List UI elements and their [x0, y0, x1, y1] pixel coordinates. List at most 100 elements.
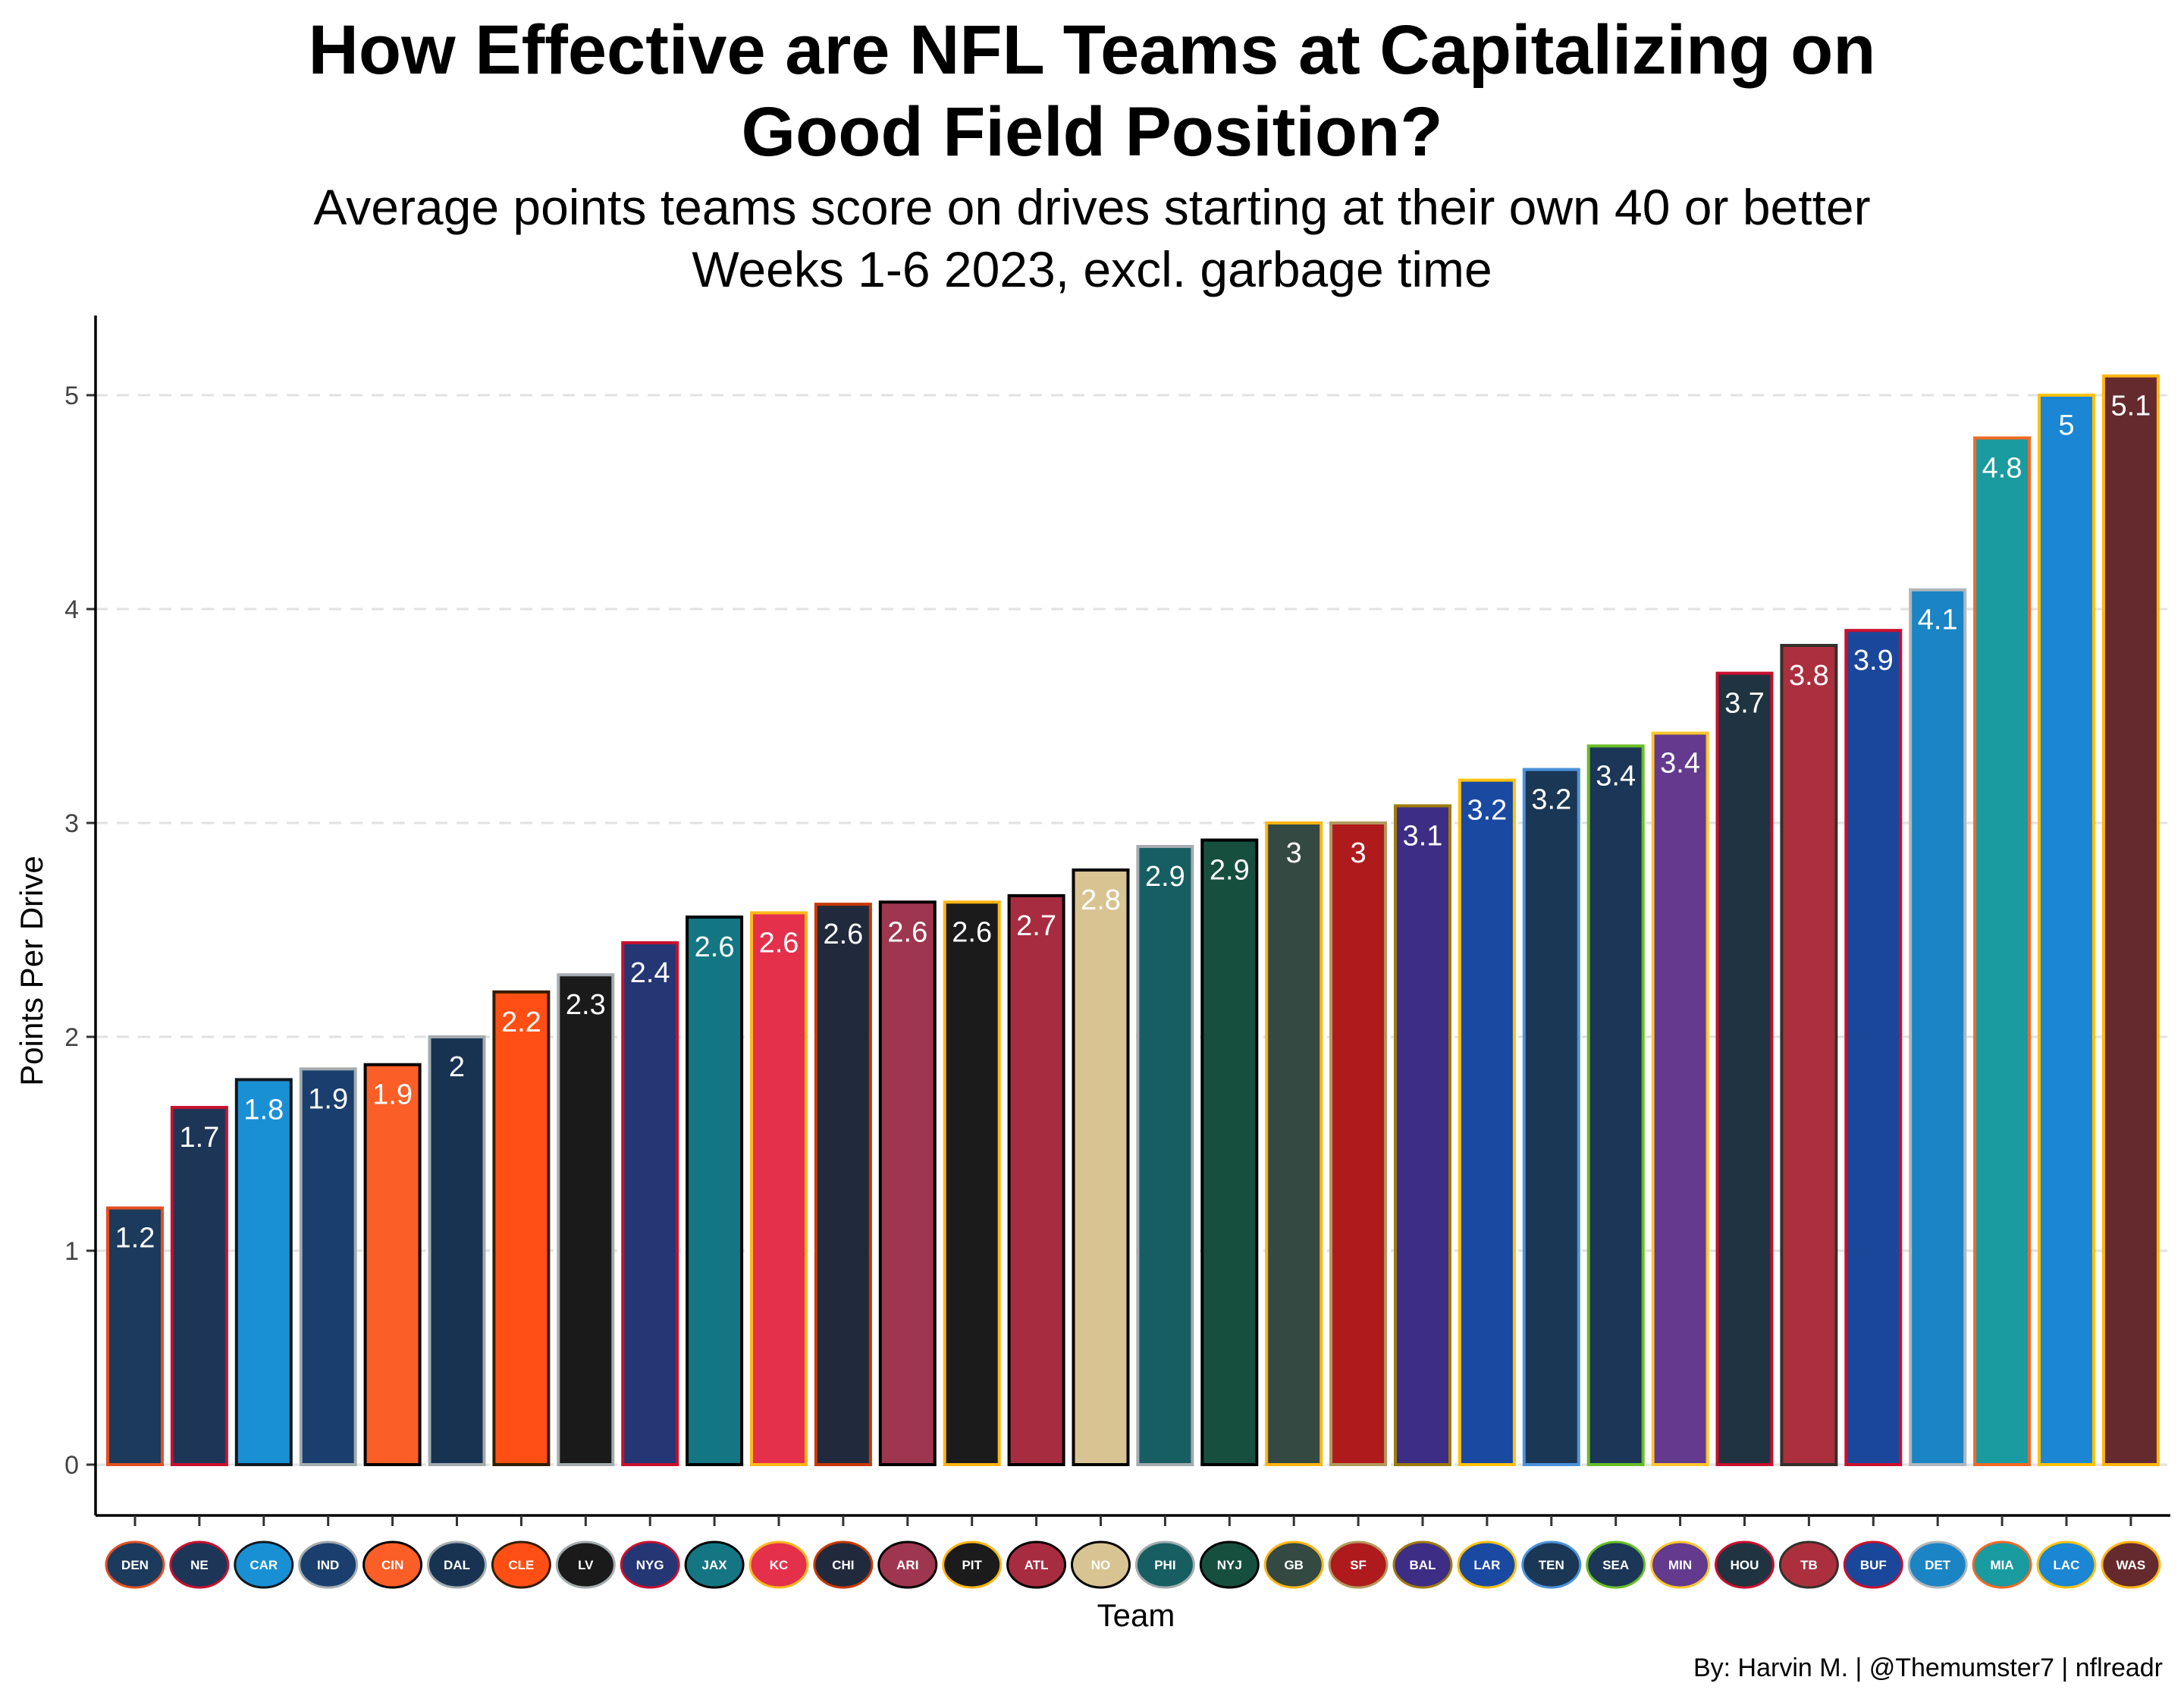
- y-axis: 0 1 2 3 4 5: [64, 316, 97, 1515]
- team-tick-label: CIN: [381, 1558, 403, 1572]
- team-logo-icon: [1778, 1540, 1839, 1589]
- bar-pit: [943, 900, 1001, 1466]
- bar-value-label: 2.4: [630, 957, 670, 989]
- y-tick-label: 5: [64, 382, 79, 410]
- bar-jax: [686, 915, 744, 1466]
- team-tick-label: HOU: [1731, 1558, 1759, 1572]
- title-line-2: Good Field Position?: [741, 93, 1443, 171]
- bars: [106, 374, 2160, 1467]
- bar-value-label: 1.9: [372, 1079, 413, 1111]
- bar-sea: [1586, 744, 1645, 1466]
- y-tick-label: 1: [64, 1237, 79, 1266]
- team-logo-icon: [1843, 1540, 1903, 1589]
- y-tick-label: 4: [64, 595, 79, 624]
- bar-value-label: 3.8: [1789, 660, 1829, 692]
- team-tick-label: DET: [1925, 1558, 1951, 1572]
- team-tick-label: JAX: [702, 1558, 728, 1572]
- team-tick-label: PHI: [1154, 1558, 1175, 1572]
- team-tick-label: KC: [770, 1558, 789, 1572]
- team-logo-icon: [684, 1540, 745, 1589]
- team-tick-label: CLE: [508, 1558, 534, 1572]
- team-tick-label: WAS: [2117, 1558, 2146, 1572]
- bar-value-label: 3.7: [1724, 688, 1765, 720]
- bar-value-label: 1.8: [243, 1094, 284, 1126]
- bar-det: [1909, 588, 1967, 1466]
- bar-car: [234, 1078, 293, 1467]
- team-tick-label: LAC: [2054, 1558, 2080, 1572]
- subtitle-line-1: Average points teams score on drives sta…: [313, 179, 1871, 235]
- bar-lac: [2038, 394, 2095, 1466]
- team-tick-label: PIT: [962, 1558, 982, 1572]
- bar-value-label: 2.7: [1016, 910, 1056, 942]
- team-logo-icon: [1650, 1540, 1711, 1589]
- team-tick-label: ARI: [896, 1558, 918, 1572]
- team-logo-icon: [555, 1540, 616, 1589]
- team-logo-icon: [1328, 1540, 1389, 1589]
- team-logo-icon: [942, 1540, 1003, 1589]
- bar-labels: 1.2 1.7 1.8 1.9 1.9 2 2.2 2.3 2.4 2.6 2.6 2.6 2.6 2.6…: [115, 391, 2151, 1255]
- team-tick-label: NYJ: [1217, 1558, 1242, 1572]
- bar-value-label: 5: [2058, 410, 2074, 441]
- team-tick-labels: DEN NE CAR IND CIN DAL CLE LV NYG JAX KC CHI ARI PIT A…: [105, 1540, 2161, 1589]
- bar-value-label: 3.2: [1467, 795, 1507, 827]
- team-logo-icon: [1972, 1540, 2032, 1589]
- bar-value-label: 2.8: [1081, 884, 1121, 916]
- team-tick-label: TB: [1800, 1558, 1818, 1572]
- team-tick-label: NE: [190, 1558, 209, 1572]
- team-logo-icon: [1457, 1540, 1517, 1589]
- team-tick-label: CAR: [249, 1558, 278, 1572]
- bar-buf: [1844, 629, 1903, 1467]
- bar-kc: [750, 911, 808, 1466]
- team-logo-icon: [234, 1540, 294, 1589]
- bar-value-label: 2: [449, 1051, 465, 1083]
- team-tick-label: LV: [578, 1558, 594, 1572]
- bar-hou: [1715, 671, 1774, 1466]
- bar-value-label: 2.9: [1145, 861, 1185, 893]
- bar-sf: [1329, 821, 1388, 1466]
- team-tick-label: TEN: [1539, 1558, 1564, 1572]
- bar-value-label: 2.6: [823, 919, 863, 950]
- bar-value-label: 3.2: [1531, 784, 1571, 816]
- bar-ind: [299, 1067, 357, 1467]
- team-logo-icon: [1006, 1540, 1067, 1589]
- team-tick-label: DEN: [121, 1558, 149, 1572]
- bar-value-label: 1.7: [179, 1122, 219, 1154]
- team-logo-icon: [298, 1540, 359, 1589]
- team-tick-label: GB: [1284, 1558, 1304, 1572]
- bar-value-label: 2.6: [887, 916, 927, 948]
- bar-bal: [1394, 804, 1451, 1466]
- team-tick-label: CHI: [832, 1558, 854, 1572]
- y-axis-title: Points Per Drive: [14, 856, 49, 1085]
- team-tick-label: SEA: [1602, 1558, 1629, 1572]
- bar-value-label: 1.2: [115, 1223, 155, 1255]
- team-logo-icon: [362, 1540, 423, 1589]
- bar-value-label: 3.4: [1596, 760, 1636, 792]
- team-logo-icon: [2101, 1540, 2161, 1589]
- team-tick-label: BUF: [1860, 1558, 1887, 1572]
- bar-value-label: 2.6: [759, 927, 799, 959]
- team-tick-label: ATL: [1025, 1558, 1049, 1572]
- team-logo-icon: [748, 1540, 809, 1589]
- bar-ne: [170, 1106, 228, 1467]
- chart-subtitle: Average points teams score on drives sta…: [0, 176, 2184, 300]
- y-tick-label: 3: [64, 809, 79, 838]
- team-logo-icon: [105, 1540, 165, 1589]
- bar-nyj: [1200, 838, 1259, 1467]
- y-tick-label: 2: [64, 1023, 79, 1052]
- bar-value-label: 2.6: [952, 916, 992, 948]
- bar-value-label: 2.2: [501, 1007, 541, 1038]
- bar-value-label: 3.4: [1660, 748, 1700, 780]
- team-logo-icon: [620, 1540, 680, 1589]
- bar-value-label: 3: [1286, 837, 1302, 869]
- team-tick-label: LAR: [1473, 1558, 1500, 1572]
- team-logo-icon: [1392, 1540, 1453, 1589]
- bar-value-label: 2.3: [566, 989, 606, 1021]
- y-tick-label: 0: [64, 1451, 79, 1480]
- team-logo-icon: [427, 1540, 487, 1589]
- team-tick-label: DAL: [444, 1558, 470, 1572]
- team-logo-icon: [1263, 1540, 1324, 1589]
- bar-no: [1072, 868, 1130, 1467]
- bar-value-label: 1.9: [308, 1083, 348, 1115]
- team-tick-label: NYG: [636, 1558, 664, 1572]
